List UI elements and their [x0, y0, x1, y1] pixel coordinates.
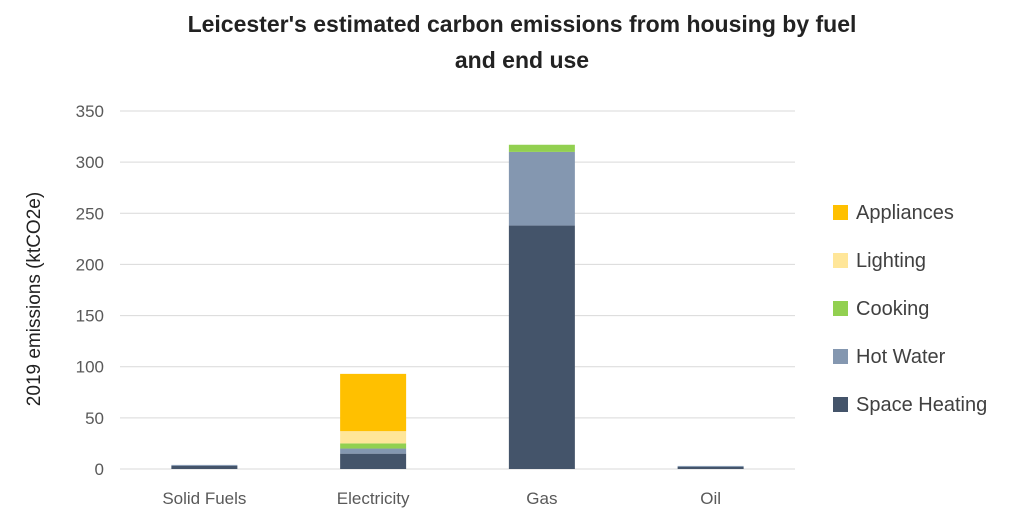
legend-label: Hot Water: [856, 346, 946, 368]
x-axis-ticks: Solid Fuels Electricity Gas Oil: [162, 489, 721, 508]
bar-segment: [677, 466, 744, 469]
y-tick-label: 0: [95, 460, 104, 479]
legend-swatch: [833, 349, 848, 364]
chart-title-line-2: and end use: [455, 47, 589, 73]
legend-swatch: [833, 253, 848, 268]
x-tick-label: Oil: [700, 489, 721, 508]
gridlines: [120, 110, 795, 470]
bar-segment: [340, 373, 407, 432]
bar-segment: [508, 144, 575, 152]
bar-segment: [340, 431, 407, 444]
y-tick-label: 150: [76, 307, 104, 326]
bars: [171, 144, 744, 469]
bar-segment: [677, 465, 744, 467]
y-tick-label: 50: [85, 409, 104, 428]
x-tick-label: Solid Fuels: [162, 489, 246, 508]
x-tick-label: Gas: [526, 489, 557, 508]
y-tick-label: 200: [76, 255, 104, 274]
bar-segment: [508, 225, 575, 469]
bar-segment: [340, 443, 407, 449]
bar-segment: [508, 151, 575, 226]
bar-segment: [171, 464, 238, 466]
legend-swatch: [833, 397, 848, 412]
legend-label: Cooking: [856, 298, 929, 320]
legend-swatch: [833, 205, 848, 220]
bar-segment: [340, 448, 407, 454]
y-tick-label: 250: [76, 204, 104, 223]
legend-label: Appliances: [856, 202, 954, 224]
legend: Appliances Lighting Cooking Hot Water Space …: [833, 202, 987, 416]
y-axis-ticks: 0 50 100 150 200 250 300 350: [76, 102, 104, 479]
legend-swatch: [833, 301, 848, 316]
y-axis-label: 2019 emissions (ktCO2e): [24, 192, 45, 406]
chart-title-line-1: Leicester's estimated carbon emissions f…: [188, 11, 857, 37]
y-tick-label: 300: [76, 153, 104, 172]
bar-segment: [340, 453, 407, 469]
x-tick-label: Electricity: [337, 489, 410, 508]
y-tick-label: 100: [76, 358, 104, 377]
bar-segment: [171, 465, 238, 469]
legend-label: Lighting: [856, 250, 926, 272]
legend-label: Space Heating: [856, 394, 987, 416]
y-tick-label: 350: [76, 102, 104, 121]
